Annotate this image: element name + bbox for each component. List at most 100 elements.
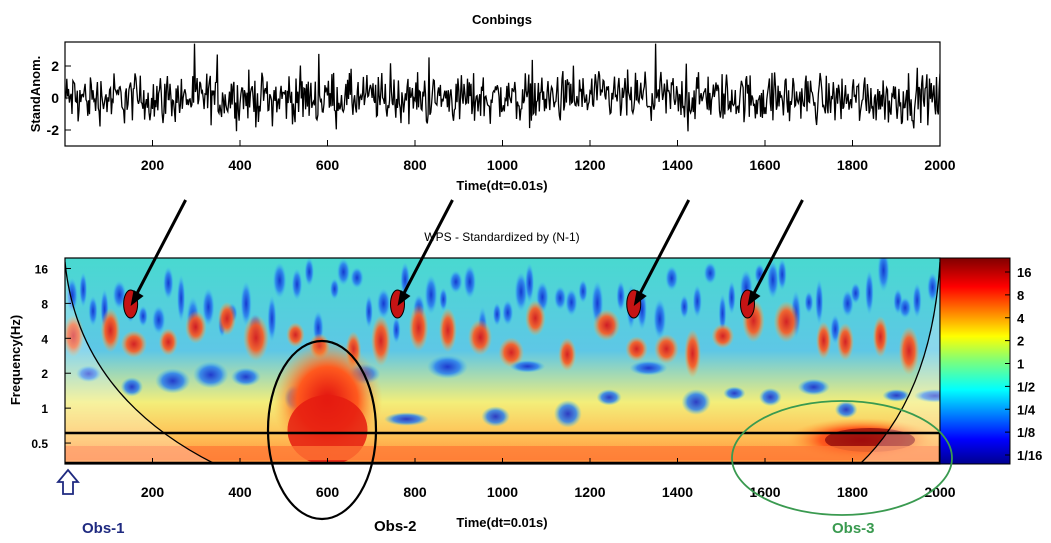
- wps-power-blob: [336, 258, 351, 286]
- colorbar-tick-label: 4: [1017, 311, 1025, 326]
- wps-power-blob: [79, 272, 88, 308]
- wps-power-blob: [553, 286, 567, 311]
- wps-power-blob: [625, 336, 648, 362]
- wps-power-blob: [553, 399, 582, 428]
- wps-power-blob: [304, 258, 315, 287]
- pointer-arrow-shaft: [400, 199, 454, 299]
- wps-power-blob: [502, 299, 514, 326]
- wps-power-blob: [427, 354, 468, 379]
- wps-power-blob: [392, 316, 401, 344]
- wps-power-blob: [681, 389, 711, 415]
- ts-ylabel: StandAnom.: [28, 56, 43, 133]
- wps-power-blob: [463, 264, 477, 299]
- wps-x-ticks: 200 400 600 800 1000 1200 1400 1600 1800 2000: [141, 458, 956, 500]
- obs1-label: Obs-1: [82, 520, 125, 537]
- wps-power-blob: [684, 329, 701, 378]
- wps-power-blob: [525, 300, 546, 336]
- pointer-arrow-head: [747, 290, 761, 306]
- wps-power-blob: [898, 326, 920, 376]
- wps-power-blob: [804, 291, 814, 314]
- wps-x-tick-label: 1600: [749, 484, 780, 500]
- wps-power-blob: [898, 297, 912, 319]
- wps-power-blob: [112, 280, 127, 310]
- wps-power-blob: [240, 281, 252, 326]
- wps-power-blob: [243, 314, 269, 361]
- obs1-arrow-icon: [56, 468, 80, 495]
- wps-power-blob: [727, 280, 736, 315]
- pointer-arrow-shaft: [636, 199, 691, 299]
- wps-power-blob: [665, 265, 679, 291]
- colorbar-tick-label: 2: [1017, 334, 1024, 349]
- wps-power-blob: [498, 337, 525, 368]
- ts-x-tick-label: 200: [141, 157, 165, 173]
- wps-y-tick-label: 16: [35, 262, 49, 276]
- wps-power-blob: [408, 304, 429, 352]
- wps-power-blob: [76, 365, 102, 383]
- wps-power-blob: [836, 322, 854, 361]
- wps-x-tick-label: 1800: [837, 484, 868, 500]
- colorbar-ticks: 16 8 4 2 1 1/2 1/4 1/8 1/16: [1005, 265, 1042, 463]
- colorbar-tick-label: 1/2: [1017, 379, 1035, 394]
- wps-x-tick-label: 2000: [924, 484, 955, 500]
- wps-power-blob: [438, 308, 457, 353]
- wps-power-blob: [272, 262, 287, 299]
- colorbar-tick-label: 1/8: [1017, 425, 1035, 440]
- pointer-arrows: [130, 199, 804, 306]
- wps-power-blob: [439, 287, 448, 312]
- ts-xlabel: Time(dt=0.01s): [456, 178, 547, 193]
- wps-power-blob: [155, 368, 191, 394]
- wps-power-blob: [653, 298, 667, 340]
- obs3-ellipse: [731, 400, 953, 516]
- ts-y-tick-label: 0: [51, 90, 59, 106]
- coi-shade-left: [65, 258, 215, 464]
- wps-power-blob: [449, 270, 463, 294]
- ts-y-ticks: 2 0 -2: [47, 58, 71, 138]
- wps-y-tick-label: 4: [41, 332, 48, 346]
- wps-power-blob: [151, 305, 166, 335]
- wps-power-blob: [565, 288, 578, 317]
- wps-power-blob: [286, 322, 305, 348]
- wps-power-blob: [371, 315, 391, 366]
- wps-xlabel: Time(dt=0.01s): [456, 515, 547, 530]
- wps-power-blob: [834, 401, 858, 419]
- obs1-band-box: [65, 431, 940, 464]
- wps-x-tick-label: 1200: [574, 484, 605, 500]
- wps-power-blob: [481, 406, 510, 427]
- wps-power-blob: [841, 289, 854, 317]
- wps-power-blob: [679, 294, 689, 319]
- ts-x-tick-label: 2000: [924, 157, 955, 173]
- wps-power-blob: [158, 328, 178, 356]
- wps-power-blob: [185, 310, 207, 344]
- ts-x-tick-label: 1800: [837, 157, 868, 173]
- ts-x-ticks: 200 400 600 800 1000 1200 1400 1600 1800 2000: [141, 140, 956, 173]
- ts-x-tick-label: 1000: [487, 157, 518, 173]
- pointer-arrow-shaft: [133, 199, 187, 299]
- wps-power-blob: [914, 389, 940, 403]
- wps-y-tick-label: 8: [41, 297, 48, 311]
- obs3-label: Obs-3: [832, 520, 875, 537]
- wps-power-blob: [777, 258, 787, 291]
- ts-series-line: [65, 43, 940, 132]
- wps-x-tick-label: 600: [316, 484, 340, 500]
- wps-power-blob: [193, 361, 229, 389]
- colorbar: [939, 257, 1011, 465]
- wps-ylabel: Frequency(Hz): [8, 315, 23, 405]
- coi-line: [65, 261, 940, 464]
- wps-power-blob: [202, 287, 215, 327]
- wps-y-tick-label: 2: [41, 367, 48, 381]
- wps-power-blob: [424, 274, 438, 315]
- ts-y-tick-label: -2: [47, 122, 60, 138]
- wps-power-blob: [872, 316, 888, 358]
- wps-power-blob: [364, 295, 374, 329]
- wps-power-blob: [773, 301, 800, 343]
- wps-power-blob: [291, 268, 303, 301]
- pointer-arrow-head: [397, 290, 411, 306]
- wps-power-blob: [514, 271, 528, 312]
- wps-power-blob: [797, 378, 830, 396]
- wps-power-blob: [711, 323, 735, 349]
- wps-power-blob: [912, 283, 922, 318]
- wps-power-blob: [759, 387, 782, 407]
- wps-power-blob: [654, 334, 679, 364]
- wps-power-blob: [350, 267, 364, 289]
